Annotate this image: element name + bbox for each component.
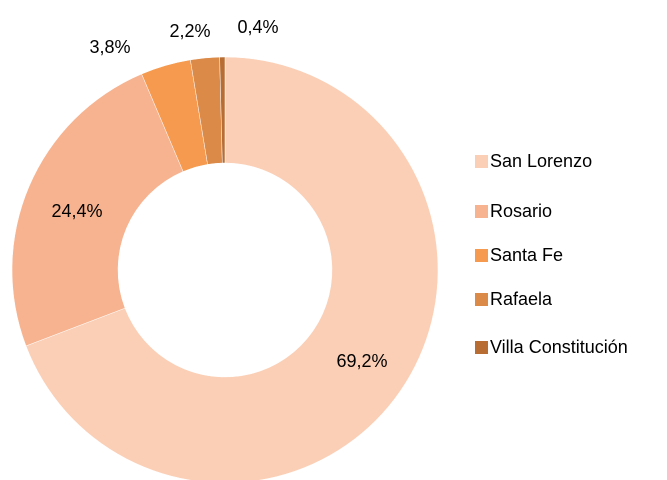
legend-swatch (475, 155, 488, 168)
data-label: 3,8% (89, 37, 130, 57)
data-label: 2,2% (169, 21, 210, 41)
data-label: 0,4% (237, 17, 278, 37)
legend-swatch (475, 249, 488, 262)
legend-label: Rosario (490, 201, 552, 221)
legend-label: Rafaela (490, 289, 553, 309)
legend-swatch (475, 341, 488, 354)
legend-swatch (475, 205, 488, 218)
data-label: 24,4% (51, 201, 102, 221)
data-label: 69,2% (336, 351, 387, 371)
legend-label: Santa Fe (490, 245, 563, 265)
legend-label: Villa Constitución (490, 337, 628, 357)
legend-label: San Lorenzo (490, 151, 592, 171)
donut-segment (219, 56, 226, 164)
legend-swatch (475, 293, 488, 306)
donut-segment (25, 56, 439, 480)
donut-segment (11, 73, 184, 347)
